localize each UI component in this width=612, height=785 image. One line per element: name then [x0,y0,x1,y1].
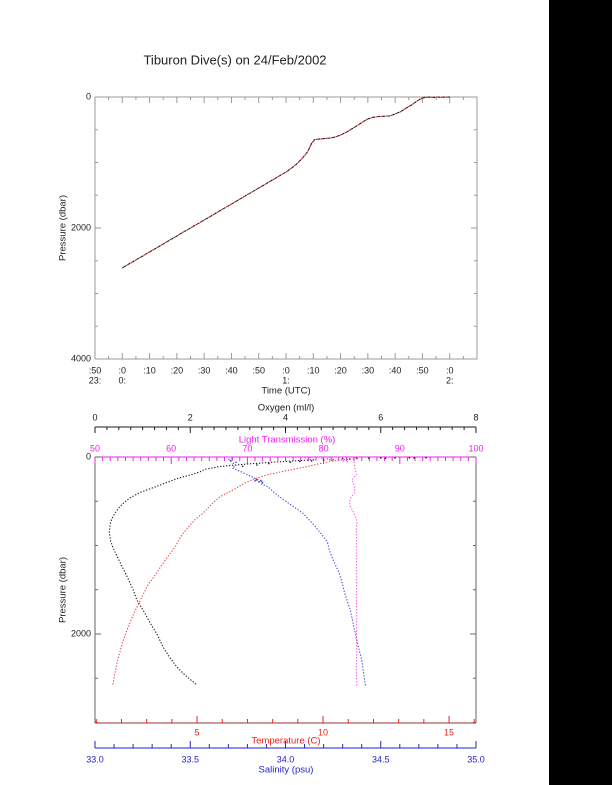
oxygen-profile-scatter-point [408,456,411,459]
oxygen-axis-label: Oxygen (ml/l) [257,402,315,414]
light-transmission-profile-scatter-point [331,458,334,461]
tick-label: 33.5 [181,754,200,765]
salinity-profile-scatter-point [229,459,232,462]
light-transmission-profile-curve [348,458,358,687]
tick-label: 2000 [70,222,91,233]
tick-label: 33.0 [86,754,104,765]
salinity-profile-scatter-point [255,479,257,481]
pressure-axis-label-bottom: Pressure (dbar) [57,557,69,623]
salinity-axis-label: Salinity (psu) [258,764,314,776]
temperature-profile-curve [112,457,357,687]
tick-label: 6 [378,412,384,422]
tick-label: :20 [334,365,347,375]
light-transmission-profile-scatter-point [342,459,345,462]
oxygen-profile-scatter-point [241,465,244,468]
light-transmission-profile-scatter-point [309,456,311,459]
tick-label: :0 [118,365,127,375]
oxygen-profile-scatter-point [310,460,313,462]
tick-label: :0 [445,365,454,375]
tick-label: :30 [361,365,375,375]
tick-label: 0 [85,451,91,462]
tick-label: :20 [170,365,184,375]
tick-label: 2 [187,412,193,422]
light-transmission-profile-scatter-point [346,461,349,463]
tick-label: 2000 [70,628,91,639]
oxygen-profile-scatter-point [298,460,301,463]
tick-label: 0 [92,412,98,422]
oxygen-profile-scatter-point [368,457,370,459]
tick-label: 5 [194,727,200,737]
tick-label: 0: [118,375,127,385]
light-transmission-profile-scatter-point [321,457,323,460]
tick-label: :30 [197,365,211,375]
salinity-profile-scatter-point [231,457,233,460]
tick-label: :50 [416,365,429,375]
oxygen-profile-scatter-point [268,462,270,465]
oxygen-profile-scatter-point [322,459,325,461]
oxygen-profile-scatter-point [256,464,258,466]
tick-label: 60 [166,443,177,453]
chart-title: Tiburon Dive(s) on 24/Feb/2002 [143,52,327,68]
pressure-axis-label-top: Pressure (dbar) [57,195,69,261]
vehicle-ascent-trace-red [121,96,450,269]
light-transmission-axis-label: Light Transmission (%) [238,434,336,446]
screen-black-region [549,0,612,785]
light-transmission-profile-scatter-point [315,457,317,459]
light-transmission-profile-scatter-point [337,459,339,461]
tick-label: 8 [473,412,479,422]
tick-label: :0 [282,365,290,375]
salinity-profile-scatter-point [261,481,264,484]
tick-label: 34.0 [276,754,295,765]
salinity-profile-scatter-point [260,480,263,483]
tick-label: 90 [394,443,405,453]
salinity-profile-curve [228,458,367,687]
tick-label: 50 [89,443,101,453]
tick-label: :50 [252,365,265,375]
tick-label: :10 [143,365,156,375]
tick-label: 80 [318,443,329,453]
tick-label: 100 [468,443,484,453]
tick-label: 10 [318,727,329,737]
light-transmission-profile-scatter-point [326,457,329,460]
tick-label: 15 [444,727,455,737]
oxygen-profile-scatter-point [425,456,427,459]
salinity-profile-scatter-point [235,461,237,464]
oxygen-profile-scatter-point [394,457,396,459]
oxygen-profile-scatter-point [379,457,382,459]
tick-label: 4 [282,412,289,422]
oxygen-profile-scatter-point [341,457,344,460]
light-transmission-profile-scatter-point [328,458,331,461]
oxygen-profile-curve [108,459,315,686]
light-transmission-profile-scatter-point [304,457,307,459]
tick-label: 4000 [70,353,91,364]
tick-label: 34.5 [371,754,390,765]
tick-label: 70 [242,443,253,453]
salinity-profile-scatter-point [258,480,260,483]
tick-label: :40 [388,365,402,375]
oxygen-profile-scatter-point [289,461,292,464]
vehicle-ascent-trace-black [121,96,450,269]
tick-label: :10 [307,365,320,375]
tick-label: 23: [88,375,102,385]
oxygen-profile-scatter-point [384,457,387,460]
time-axis-label: Time (UTC) [261,385,311,397]
tick-label: :50 [88,365,102,375]
tick-label: 2: [445,375,454,385]
tick-label: 35.0 [467,754,485,765]
tick-label: 0 [85,91,91,102]
oxygen-profile-scatter-point [413,457,415,459]
temperature-axis-label: Temperature (C) [251,735,321,747]
tick-label: :40 [225,365,238,375]
tick-label: 1: [282,375,290,385]
